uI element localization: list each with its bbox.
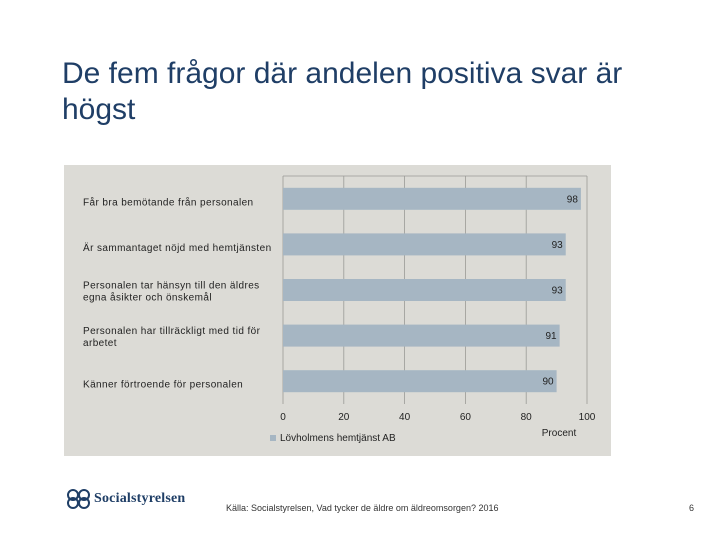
x-axis-label: Procent [542, 428, 577, 439]
bar [283, 279, 566, 301]
logo-text: Socialstyrelsen [94, 491, 186, 506]
data-label: 98 [567, 194, 579, 205]
data-label: 91 [546, 331, 558, 342]
page-title: De fem frågor där andelen positiva svar … [62, 57, 623, 126]
source-note: Källa: Socialstyrelsen, Vad tycker de äl… [226, 503, 499, 513]
category-label: Får bra bemötande från personalen [83, 196, 254, 208]
bar [283, 324, 560, 347]
bar [283, 233, 566, 256]
bar-chart: Får bra bemötande från personalen Är samm… [83, 175, 596, 444]
x-tick-label: 100 [579, 412, 596, 423]
x-tick-label: 0 [280, 412, 286, 423]
data-label: 90 [542, 377, 554, 388]
category-label: egna åsikter och önskemål [83, 292, 212, 304]
x-tick-label: 80 [521, 412, 533, 423]
data-label: 93 [552, 240, 564, 251]
data-label: 93 [552, 286, 564, 297]
category-label: Personalen tar hänsyn till den äldres [83, 281, 260, 292]
legend-swatch [270, 435, 276, 441]
x-tick-label: 40 [399, 412, 411, 423]
category-label: Är sammantaget nöjd med hemtjänsten [83, 242, 272, 254]
category-label: arbetet [83, 338, 117, 349]
category-label: Personalen har tillräckligt med tid för [83, 326, 261, 337]
socialstyrelsen-logo-icon [67, 489, 90, 509]
socialstyrelsen-logo: Socialstyrelsen [66, 488, 185, 510]
chart-panel: Får bra bemötande från personalen Är samm… [64, 165, 611, 456]
bar [283, 187, 581, 210]
category-label: Känner förtroende för personalen [83, 380, 243, 391]
legend-entry: Lövholmens hemtjänst AB [280, 433, 396, 444]
x-tick-label: 20 [338, 412, 350, 423]
page-number: 6 [689, 503, 695, 513]
bar [283, 370, 557, 393]
x-tick-label: 60 [460, 412, 472, 423]
